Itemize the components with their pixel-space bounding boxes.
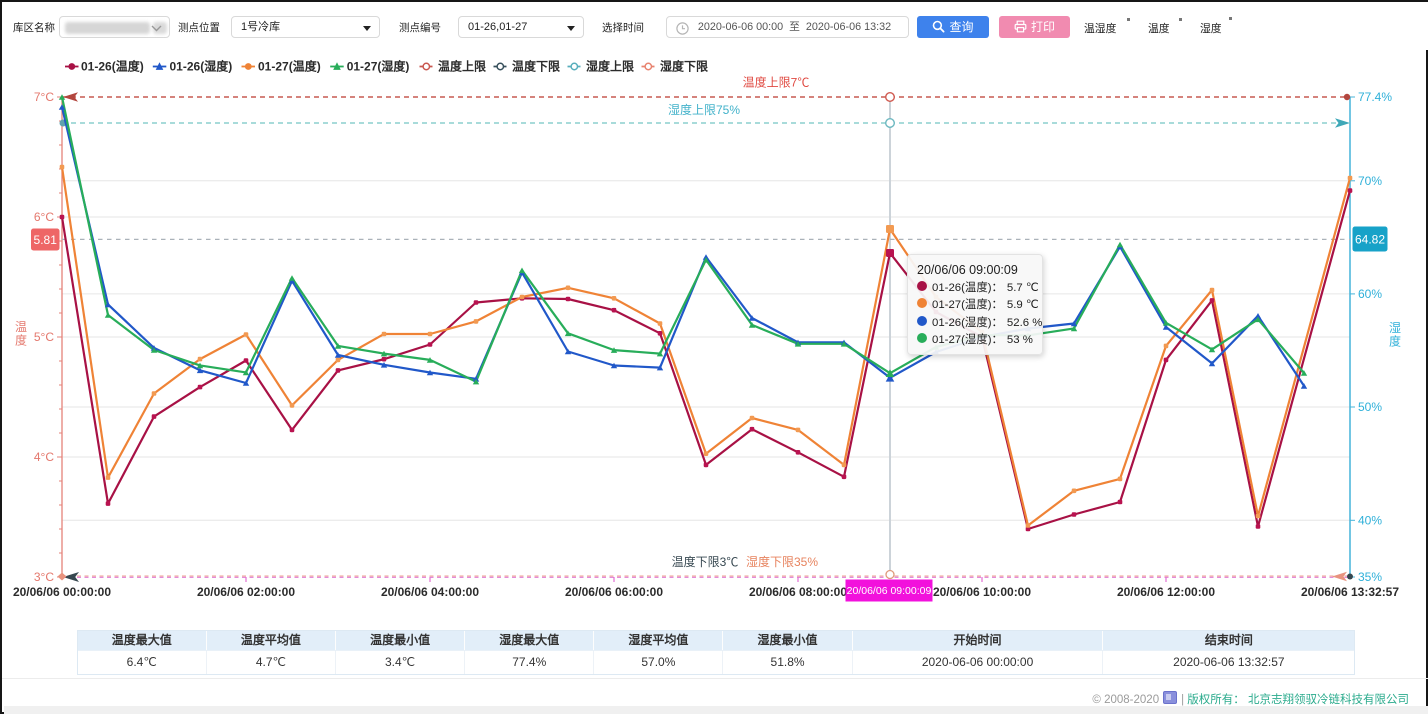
svg-text:20/06/06 09:00:09: 20/06/06 09:00:09 bbox=[847, 585, 932, 597]
svg-text:3°C: 3°C bbox=[34, 570, 54, 584]
svg-text:20/06/06 02:00:00: 20/06/06 02:00:00 bbox=[197, 585, 295, 599]
svg-text:20/06/06 08:00:00: 20/06/06 08:00:00 bbox=[749, 585, 847, 599]
svg-text:20/06/06 10:00:00: 20/06/06 10:00:00 bbox=[933, 585, 1031, 599]
svg-text:01-26(温度): 01-26(温度) bbox=[81, 59, 144, 74]
svg-text:20/06/06 04:00:00: 20/06/06 04:00:00 bbox=[381, 585, 479, 599]
svg-text:20/06/06 12:00:00: 20/06/06 12:00:00 bbox=[1117, 585, 1215, 599]
svg-text:7°C: 7°C bbox=[34, 90, 54, 104]
svg-text:温度下限3℃: 温度下限3℃ bbox=[672, 554, 739, 569]
svg-text:温度下限: 温度下限 bbox=[512, 59, 560, 74]
svg-text:77.4%: 77.4% bbox=[1358, 90, 1392, 104]
svg-text:湿度: 湿度 bbox=[1389, 320, 1401, 349]
svg-text:湿度上限: 湿度上限 bbox=[586, 59, 634, 74]
svg-text:6°C: 6°C bbox=[34, 210, 54, 224]
svg-text:20/06/06 00:00:00: 20/06/06 00:00:00 bbox=[13, 585, 111, 599]
svg-text:温度上限7℃: 温度上限7℃ bbox=[743, 75, 810, 90]
svg-text:温度: 温度 bbox=[15, 320, 27, 348]
svg-text:5°C: 5°C bbox=[34, 330, 54, 344]
svg-text:20/06/06 13:32:57: 20/06/06 13:32:57 bbox=[1301, 585, 1399, 599]
svg-text:湿度下限: 湿度下限 bbox=[660, 59, 708, 74]
svg-text:01-27(温度): 01-27(温度) bbox=[258, 59, 321, 74]
svg-text:20/06/06 06:00:00: 20/06/06 06:00:00 bbox=[565, 585, 663, 599]
svg-text:温度上限: 温度上限 bbox=[438, 59, 486, 74]
svg-text:01-26(湿度): 01-26(湿度) bbox=[170, 59, 233, 74]
svg-text:4°C: 4°C bbox=[34, 450, 54, 464]
svg-text:70%: 70% bbox=[1358, 174, 1382, 188]
svg-text:50%: 50% bbox=[1358, 400, 1382, 414]
svg-text:湿度上限75%: 湿度上限75% bbox=[668, 102, 740, 117]
svg-text:5.81: 5.81 bbox=[34, 233, 58, 247]
svg-text:01-27(湿度): 01-27(湿度) bbox=[347, 59, 410, 74]
svg-text:湿度下限35%: 湿度下限35% bbox=[746, 554, 818, 569]
svg-text:64.82: 64.82 bbox=[1355, 233, 1385, 247]
svg-text:60%: 60% bbox=[1358, 287, 1382, 301]
svg-text:35%: 35% bbox=[1358, 570, 1382, 584]
svg-text:40%: 40% bbox=[1358, 513, 1382, 527]
